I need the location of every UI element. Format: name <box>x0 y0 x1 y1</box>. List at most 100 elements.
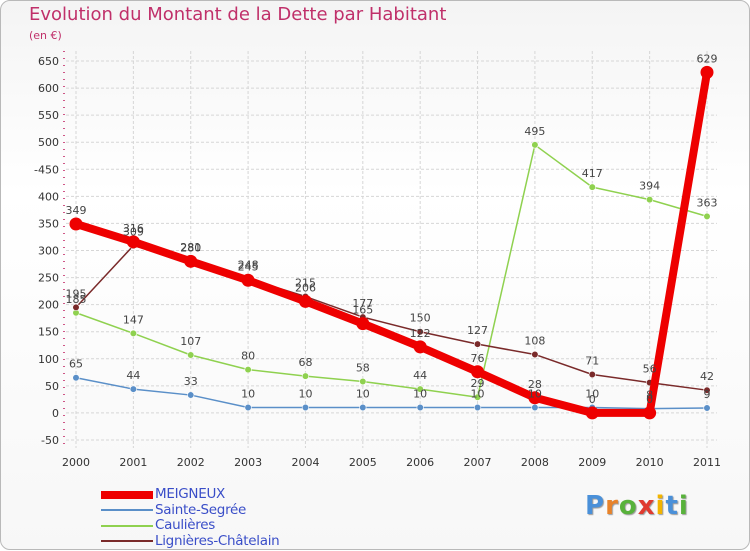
data-label-caulieres: 58 <box>356 362 370 375</box>
data-point-meigneux <box>69 217 83 231</box>
y-tick-label: -50 <box>41 434 59 447</box>
x-tick-label: 2007 <box>464 456 492 469</box>
data-label-lignieres-chatelain: 195 <box>66 287 87 300</box>
data-point-sainte-segree <box>129 385 137 393</box>
data-label-sainte-segree: 44 <box>126 369 140 382</box>
data-label-caulieres: 107 <box>180 335 201 348</box>
data-label-caulieres: 147 <box>123 313 144 326</box>
data-label-caulieres: 29 <box>471 377 485 390</box>
legend-label: MEIGNEUX <box>155 486 225 502</box>
data-label-caulieres: 68 <box>298 356 312 369</box>
data-label-meigneux: 316 <box>123 222 144 235</box>
data-label-lignieres-chatelain: 150 <box>410 312 431 325</box>
data-label-caulieres: 185 <box>66 293 87 306</box>
data-point-sainte-segree <box>301 403 310 412</box>
data-point-meigneux <box>528 391 542 405</box>
chart-title: Evolution du Montant de la Dette par Hab… <box>29 4 447 25</box>
series-line-meigneux <box>74 71 711 417</box>
data-label-sainte-segree: 10 <box>241 388 255 401</box>
legend-label: Sainte-Segrée <box>155 501 247 518</box>
series-line-sainte-segree <box>75 377 708 410</box>
data-point-lignieres-chatelain <box>473 340 482 348</box>
y-tick-label: 350 <box>38 217 59 230</box>
y-tick-label: 300 <box>38 245 59 258</box>
data-label-meigneux: 629 <box>697 52 718 65</box>
data-point-meigneux <box>241 273 255 287</box>
y-tick-label: 150 <box>38 326 59 339</box>
data-point-meigneux <box>585 406 599 420</box>
y-tick-label: 400 <box>38 190 59 203</box>
data-label-meigneux: 349 <box>66 204 87 217</box>
y-tick-label: 100 <box>38 353 59 366</box>
data-label-sainte-segree: 10 <box>528 388 542 401</box>
data-point-caulieres <box>359 377 367 386</box>
x-tick-label: 2004 <box>291 456 319 469</box>
data-point-meigneux <box>298 294 312 308</box>
data-label-meigneux: 0 <box>646 393 653 406</box>
data-label-sainte-segree: 10 <box>298 388 312 401</box>
x-axis: 2000 2001 2002 2003 2004 2005 2006 2007 2008 2009… <box>62 456 721 469</box>
y-tick-label: 600 <box>38 82 59 95</box>
y-tick-label: 0 <box>52 407 59 420</box>
y-tick-label: 50 <box>45 380 59 393</box>
data-label-meigneux: 122 <box>410 327 431 340</box>
data-label-sainte-segree: 10 <box>356 388 370 401</box>
data-point-sainte-segree <box>187 391 195 399</box>
data-point-sainte-segree <box>531 403 539 412</box>
y-tick-label: 250 <box>38 272 59 285</box>
data-label-lignieres-chatelain: 71 <box>585 354 599 367</box>
data-label-sainte-segree: 9 <box>704 388 711 401</box>
data-label-caulieres: 495 <box>524 125 545 138</box>
data-label-lignieres-chatelain: 281 <box>180 241 201 254</box>
x-tick-label: 2009 <box>578 456 606 469</box>
data-label-sainte-segree: 10 <box>585 388 599 401</box>
x-tick-label: 2003 <box>234 456 262 469</box>
legend-swatch <box>101 524 153 527</box>
data-point-lignieres-chatelain <box>588 370 596 379</box>
data-label-sainte-segree: 8 <box>646 389 653 402</box>
legend-swatch <box>101 540 153 543</box>
x-tick-label: 2005 <box>349 456 377 469</box>
data-point-lignieres-chatelain <box>531 350 539 359</box>
data-point-meigneux <box>184 254 198 268</box>
y-axis: 650600550500-450400350300250200150100500… <box>34 51 65 448</box>
data-point-caulieres <box>416 385 424 393</box>
data-point-sainte-segree <box>359 403 367 412</box>
x-tick-label: 2008 <box>521 456 549 469</box>
data-label-lignieres-chatelain: 177 <box>352 297 373 310</box>
data-label-meigneux: 165 <box>352 304 373 317</box>
y-tick-label: 200 <box>38 299 59 312</box>
data-point-meigneux <box>471 365 485 379</box>
data-point-sainte-segree <box>703 404 711 412</box>
proxiti-logo: Proxiti <box>585 491 689 521</box>
data-label-meigneux: 206 <box>295 281 316 294</box>
data-point-caulieres <box>129 329 137 337</box>
data-label-meigneux: 245 <box>238 260 259 273</box>
x-tick-label: 2011 <box>693 456 721 469</box>
series-line-caulieres <box>75 144 708 398</box>
data-label-sainte-segree: 10 <box>471 388 485 401</box>
x-tick-label: 2006 <box>406 456 434 469</box>
data-label-lignieres-chatelain: 127 <box>467 324 488 337</box>
legend-swatch <box>101 509 153 512</box>
y-tick-label: 650 <box>38 55 59 68</box>
data-point-sainte-segree <box>72 374 80 382</box>
y-tick-label: -450 <box>34 163 59 176</box>
data-point-caulieres <box>703 212 711 220</box>
data-point-sainte-segree <box>416 403 424 412</box>
data-point-sainte-segree <box>473 403 482 412</box>
data-label-lignieres-chatelain: 215 <box>295 277 316 290</box>
data-label-caulieres: 80 <box>241 350 255 363</box>
data-label-caulieres: 363 <box>697 196 718 209</box>
data-label-caulieres: 44 <box>413 369 427 382</box>
series-group <box>69 65 714 420</box>
data-label-lignieres-chatelain: 309 <box>123 226 144 239</box>
y-tick-label: 550 <box>38 109 59 122</box>
x-tick-label: 2001 <box>119 456 147 469</box>
data-label-meigneux: 76 <box>471 352 485 365</box>
data-label-meigneux: 0 <box>589 393 596 406</box>
data-label-lignieres-chatelain: 108 <box>524 334 545 347</box>
data-point-meigneux <box>126 235 140 249</box>
